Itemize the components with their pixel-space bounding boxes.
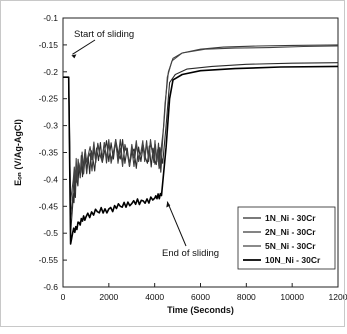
legend-label: 10N_Ni - 30Cr: [265, 255, 321, 265]
legend: 1N_Ni - 30Cr 2N_Ni - 30Cr 5N_Ni - 30Cr 10N_…: [237, 206, 336, 270]
y-tick-label: -0.15: [39, 40, 59, 50]
x-tick-label: 1200: [329, 292, 347, 302]
annotation-arrowhead-end: [166, 201, 171, 208]
annotation-arrow-end: [166, 201, 187, 247]
legend-label: 2N_Ni - 30Cr: [265, 227, 316, 237]
series-layer: [63, 44, 339, 245]
y-tick-label: -0.45: [39, 201, 59, 211]
annotation-end-of-sliding: End of sliding: [162, 248, 219, 259]
x-tick-label: 2000: [99, 292, 118, 302]
x-axis-label: Time (Seconds): [167, 305, 234, 315]
y-tick-label: -0.5: [43, 228, 58, 238]
tick-marks: [62, 17, 339, 288]
y-tick-label: -0.1: [43, 13, 58, 23]
series-line-4: [63, 65, 339, 245]
y-tick-label: -0.4: [43, 174, 58, 184]
y-tick-label: -0.35: [39, 148, 59, 158]
x-tick-label: 6000: [191, 292, 210, 302]
annotation-arrowhead-start: [71, 54, 77, 59]
figure-frame: [0, 0, 345, 327]
y-tick-label: -0.25: [39, 94, 59, 104]
series-line-3: [63, 45, 339, 202]
y-tick-label: -0.55: [39, 255, 59, 265]
legend-label: 1N_Ni - 30Cr: [265, 213, 316, 223]
tick-labels: -0.1 -0.15 -0.2 -0.25 -0.3 -0.35 -0.4 -0.45 -0.5…: [39, 13, 347, 302]
y-tick-label: -0.3: [43, 121, 58, 131]
x-tick-label: 4000: [145, 292, 164, 302]
x-tick-label: 8000: [237, 292, 256, 302]
x-tick-label: 10000: [280, 292, 304, 302]
x-tick-label: 0: [61, 292, 66, 302]
legend-box: [237, 206, 336, 270]
legend-label: 5N_Ni - 30Cr: [265, 241, 316, 251]
annotation-start-of-sliding: Start of sliding: [74, 29, 134, 40]
annotation-arrow-start: [72, 39, 96, 55]
y-axis-label: Eₒₙ (V/Ag-AgCl): [13, 119, 23, 186]
y-tick-label: -0.6: [43, 282, 58, 292]
y-tick-label: -0.2: [43, 67, 58, 77]
annotations: Start of sliding End of sliding: [71, 29, 219, 259]
